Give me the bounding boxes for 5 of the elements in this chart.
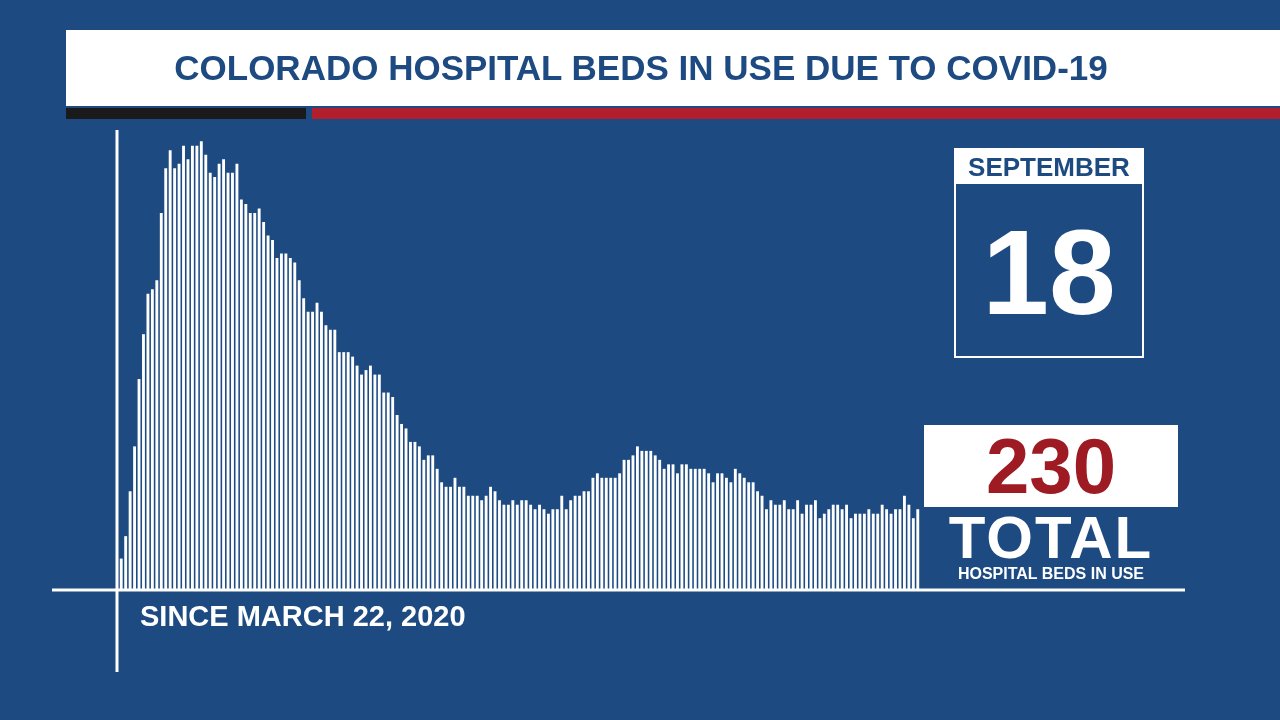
- text: 230: [924, 422, 1178, 510]
- text: SINCE MARCH 22, 2020: [140, 599, 467, 634]
- text: SEPTEMBER: [956, 150, 1142, 184]
- text: 18: [981, 204, 1117, 341]
- chart-title: COLORADO HOSPITAL BEDS IN USE DUE TO COVID-19: [173, 47, 1109, 89]
